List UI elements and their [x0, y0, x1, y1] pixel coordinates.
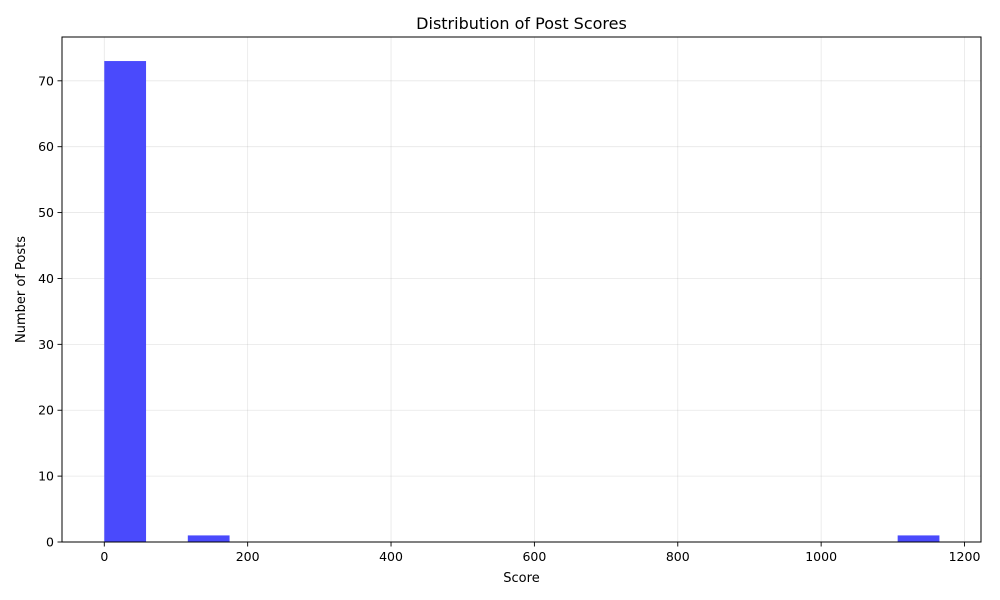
- y-tick-label: 0: [46, 535, 54, 550]
- histogram-bar: [897, 535, 940, 542]
- histogram-bars: [104, 61, 940, 543]
- histogram-bar: [104, 61, 147, 543]
- plot-area: [62, 37, 981, 542]
- y-tick-label: 10: [38, 469, 54, 484]
- y-tick-label: 50: [38, 205, 54, 220]
- y-tick-label: 20: [38, 403, 54, 418]
- y-tick-label: 40: [38, 271, 54, 286]
- x-tick-label: 400: [379, 549, 403, 564]
- chart-title: Distribution of Post Scores: [416, 14, 627, 33]
- y-axis-label: Number of Posts: [14, 236, 29, 343]
- y-axis-ticks: 0 10 20 30 40 50 60 70: [38, 73, 62, 550]
- x-tick-label: 600: [522, 549, 546, 564]
- y-tick-label: 70: [38, 73, 54, 88]
- x-tick-label: 0: [100, 549, 108, 564]
- y-tick-label: 60: [38, 139, 54, 154]
- x-tick-label: 800: [666, 549, 690, 564]
- x-tick-label: 1000: [805, 549, 837, 564]
- histogram-bar: [187, 535, 230, 542]
- y-tick-label: 30: [38, 337, 54, 352]
- x-tick-label: 200: [236, 549, 260, 564]
- x-axis-label: Score: [503, 571, 539, 586]
- x-axis-ticks: 0 200 400 600 800 1000 1200: [100, 542, 980, 564]
- x-tick-label: 1200: [949, 549, 981, 564]
- plot-frame: [61, 36, 982, 543]
